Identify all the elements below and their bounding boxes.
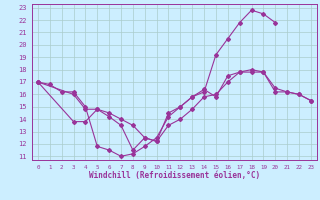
X-axis label: Windchill (Refroidissement éolien,°C): Windchill (Refroidissement éolien,°C) [89, 171, 260, 180]
